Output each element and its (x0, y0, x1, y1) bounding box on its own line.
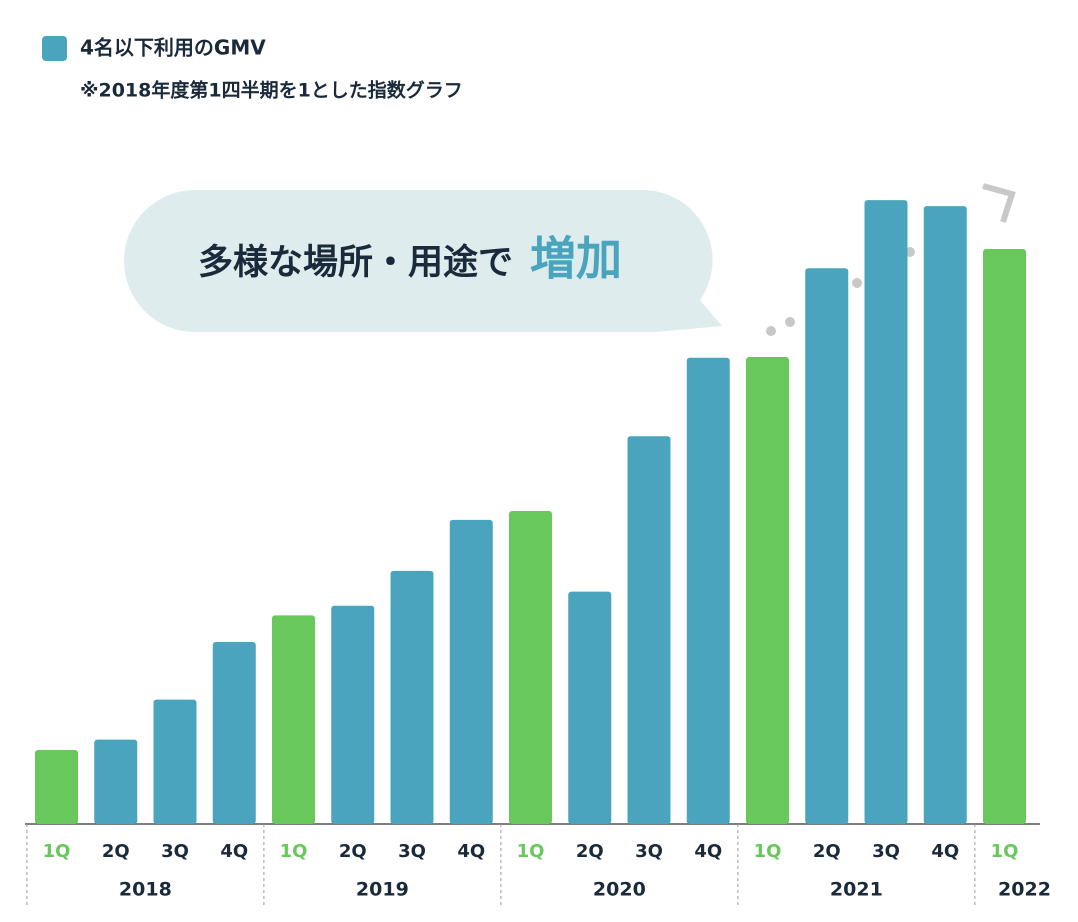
x-tick-label: 3Q (398, 841, 426, 862)
x-tick-label: 1Q (754, 841, 782, 862)
group-label: 2022 (998, 879, 1051, 901)
bar (212, 641, 256, 824)
bar (983, 249, 1026, 824)
bar (94, 739, 138, 824)
group-label: 2021 (830, 879, 883, 901)
annotation-bubble: 多様な場所・用途で 増加 (124, 189, 722, 332)
x-tick-label: 3Q (161, 841, 189, 862)
bubble-shape (124, 189, 722, 332)
legend-swatch (42, 36, 67, 61)
x-tick-label: 2Q (813, 841, 841, 862)
x-tick-label: 3Q (872, 841, 900, 862)
annotation-text: 多様な場所・用途で (198, 242, 513, 283)
bar (686, 357, 730, 824)
x-tick-label: 1Q (991, 841, 1019, 862)
x-tick-label: 3Q (635, 841, 663, 862)
bar (923, 206, 967, 825)
x-tick-label: 4Q (694, 841, 722, 862)
x-tick-label: 2Q (576, 841, 604, 862)
legend-label: 4名以下利用のGMV (80, 36, 266, 60)
x-tick-label: 1Q (43, 841, 71, 862)
bar (864, 200, 908, 824)
bar (449, 519, 493, 824)
bar (746, 357, 789, 824)
x-tick-label: 4Q (220, 841, 248, 862)
x-tick-label: 1Q (517, 841, 545, 862)
bar (35, 750, 78, 824)
bar (390, 570, 434, 824)
bar (509, 510, 552, 824)
bar (568, 591, 612, 824)
x-tick-label: 4Q (457, 841, 485, 862)
group-label: 2019 (356, 879, 409, 901)
bar (331, 605, 375, 824)
bar (272, 615, 315, 824)
annotation-highlight: 増加 (530, 232, 622, 286)
group-label: 2018 (119, 879, 172, 901)
x-tick-label: 2Q (102, 841, 130, 862)
bar (805, 268, 849, 824)
x-tick-label: 2Q (339, 841, 367, 862)
group-label: 2020 (593, 879, 646, 901)
subtitle: ※2018年度第1四半期を1とした指数グラフ (80, 79, 463, 102)
x-tick-label: 4Q (931, 841, 959, 862)
bar (153, 699, 197, 824)
bar (627, 436, 671, 824)
x-tick-label: 1Q (280, 841, 308, 862)
